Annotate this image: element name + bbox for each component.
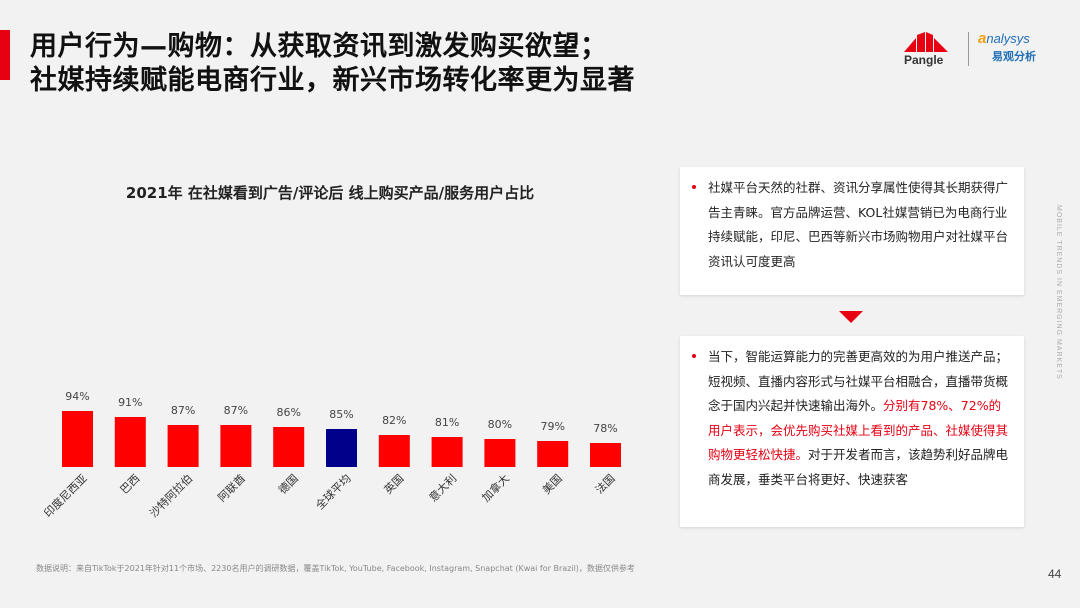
pangle-mark-icon bbox=[904, 32, 948, 52]
category-label: 阿联酋 bbox=[215, 471, 248, 504]
insight-box-2-text-a: 当下，智能运算能力的完善更高效的为用户推送产品；短视频、直播内容形式与社媒平台相… bbox=[708, 349, 1009, 413]
category-label: 法国 bbox=[592, 471, 617, 496]
bar-美国 bbox=[537, 441, 569, 467]
bullet-icon bbox=[692, 185, 696, 189]
bar-意大利 bbox=[431, 437, 463, 467]
logo-group: Pangle analysys 易观分析 bbox=[896, 30, 1066, 70]
chart-title: 2021年 在社媒看到广告/评论后 线上购买产品/服务用户占比 bbox=[125, 184, 535, 202]
data-label: 79% bbox=[540, 420, 564, 433]
side-vertical-caption: MOBILE TRENDS IN EMERGING MARKETS bbox=[1050, 205, 1064, 385]
insight-box-2-text: 当下，智能运算能力的完善更高效的为用户推送产品；短视频、直播内容形式与社媒平台相… bbox=[708, 345, 1012, 492]
page-number: 44 bbox=[1048, 567, 1062, 581]
analysys-wordmark-a: a bbox=[978, 30, 987, 47]
category-label: 印度尼西亚 bbox=[41, 471, 90, 520]
page-title: 用户行为—购物：从获取资讯到激发购买欲望； 社媒持续赋能电商行业，新兴市场转化率… bbox=[30, 30, 635, 98]
bar-chart: 94% 印度尼西亚 91% 巴西 87% 沙特阿拉伯 87% 阿联酋 86% 德国 85% 全球平均 8… bbox=[41, 390, 621, 520]
category-label: 意大利 bbox=[426, 471, 459, 504]
down-arrow-icon bbox=[839, 311, 863, 323]
data-label: 85% bbox=[329, 408, 353, 421]
insight-box-1-text: 社媒平台天然的社群、资讯分享属性使得其长期获得广告主青睐。官方品牌运营、KOL社… bbox=[708, 180, 1009, 269]
data-label: 81% bbox=[435, 416, 459, 429]
bar-印度尼西亚 bbox=[62, 411, 93, 467]
data-label: 87% bbox=[171, 404, 195, 417]
analysys-wordmark-rest: nalysys bbox=[986, 31, 1030, 46]
bar-英国 bbox=[378, 435, 410, 467]
insight-box-2-text-b: 对于开发者而言，该趋势利好品牌电商发展，垂类平台将更好、快速获客 bbox=[708, 447, 1009, 487]
bar-德国 bbox=[273, 427, 305, 467]
bar-巴西 bbox=[114, 417, 146, 467]
page-title-line-2: 社媒持续赋能电商行业，新兴市场转化率更为显著 bbox=[30, 65, 635, 96]
data-label: 91% bbox=[118, 396, 142, 409]
bar-加拿大 bbox=[484, 439, 516, 467]
analysys-chinese-name: 易观分析 bbox=[992, 50, 1036, 63]
insight-box-2-highlight: 分别有78%、72%的用户表示，会优先购买社媒上看到的产品、社媒使得其购物更轻松… bbox=[708, 398, 1009, 462]
data-label: 78% bbox=[593, 422, 617, 435]
category-label: 沙特阿拉伯 bbox=[146, 471, 195, 520]
page-title-line-1: 用户行为—购物：从获取资讯到激发购买欲望； bbox=[30, 31, 608, 62]
side-vertical-caption-text: MOBILE TRENDS IN EMERGING MARKETS bbox=[1055, 205, 1062, 380]
bar-法国 bbox=[590, 443, 621, 467]
footnote: 数据说明：来自TikTok于2021年针对11个市场、2230名用户的调研数据，… bbox=[36, 564, 635, 573]
pangle-wordmark: Pangle bbox=[904, 53, 944, 67]
analysys-logo: analysys 易观分析 bbox=[978, 30, 1066, 64]
category-label: 巴西 bbox=[118, 472, 143, 497]
category-label: 美国 bbox=[540, 472, 565, 497]
title-accent-bar bbox=[0, 30, 10, 80]
data-label: 82% bbox=[382, 414, 406, 427]
data-label: 86% bbox=[276, 406, 300, 419]
insight-box-2: 当下，智能运算能力的完善更高效的为用户推送产品；短视频、直播内容形式与社媒平台相… bbox=[680, 336, 1024, 527]
category-label: 全球平均 bbox=[313, 471, 354, 512]
bullet-icon bbox=[692, 354, 696, 358]
logo-divider bbox=[968, 32, 969, 66]
bar-沙特阿拉伯 bbox=[167, 425, 199, 467]
category-label: 德国 bbox=[275, 471, 300, 496]
bar-阿联酋 bbox=[220, 425, 252, 467]
data-label: 94% bbox=[65, 390, 89, 403]
data-label: 80% bbox=[488, 418, 512, 431]
pangle-logo: Pangle bbox=[896, 32, 958, 68]
analysys-wordmark: analysys bbox=[978, 30, 1066, 47]
data-label: 87% bbox=[224, 404, 248, 417]
insight-box-1: 社媒平台天然的社群、资讯分享属性使得其长期获得广告主青睐。官方品牌运营、KOL社… bbox=[680, 167, 1024, 295]
bar-全球平均 bbox=[326, 429, 357, 467]
category-label: 英国 bbox=[381, 471, 406, 496]
category-label: 加拿大 bbox=[479, 471, 512, 504]
